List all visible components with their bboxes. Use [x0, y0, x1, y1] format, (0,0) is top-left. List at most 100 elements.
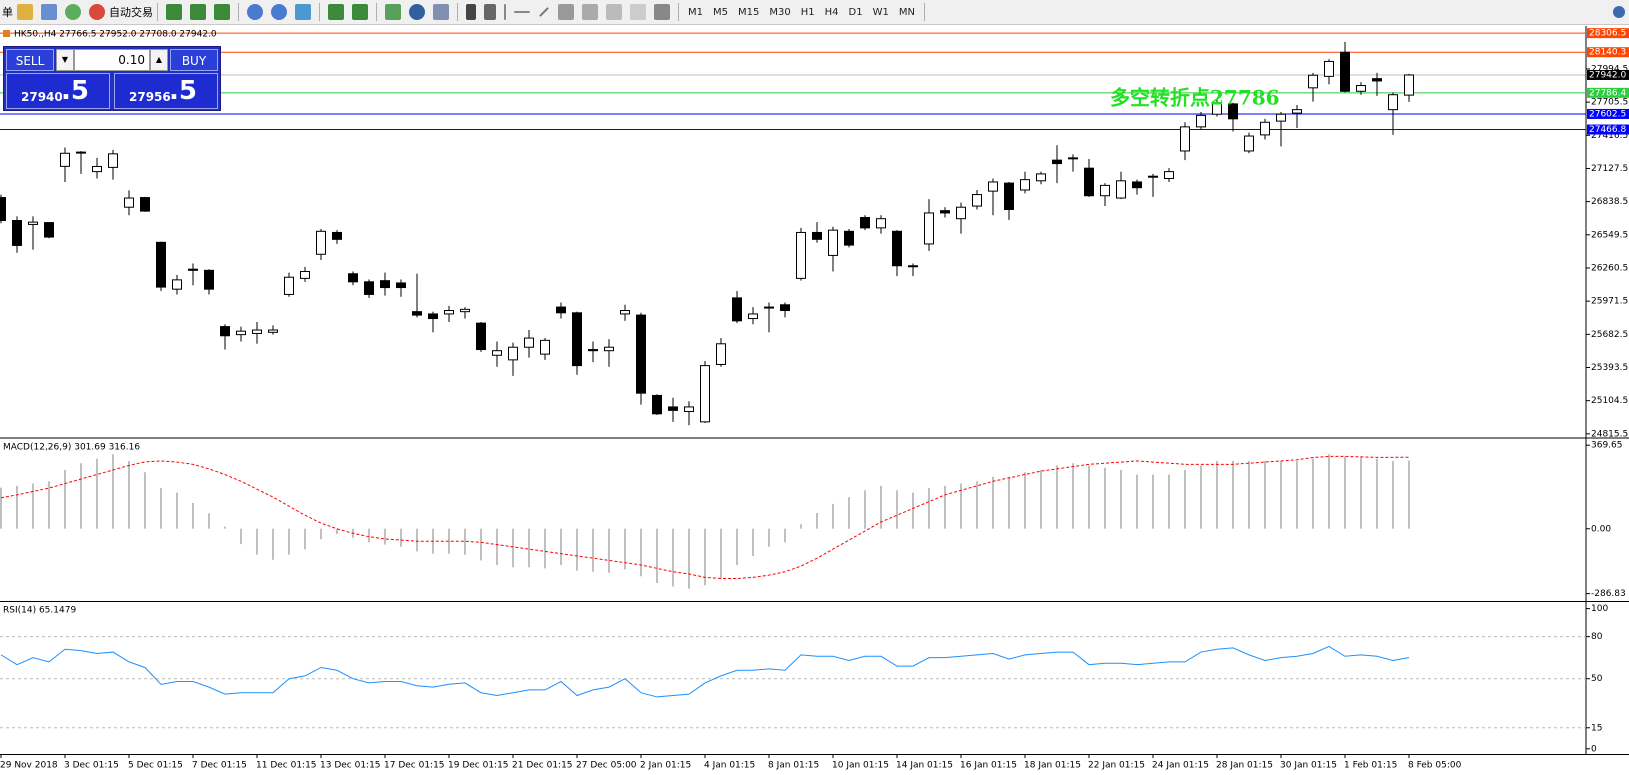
- icon[interactable]: [484, 4, 496, 20]
- icon[interactable]: [352, 4, 368, 20]
- icon[interactable]: [328, 4, 344, 20]
- candle-body: [252, 329, 262, 334]
- search-icon[interactable]: [1613, 6, 1625, 18]
- x-tick-label: 22 Jan 01:15: [1088, 761, 1145, 771]
- timeframe[interactable]: M1: [688, 6, 703, 18]
- macd-bar: [784, 528, 786, 543]
- candle-body: [1052, 159, 1062, 165]
- candle-body: [684, 406, 694, 413]
- lots-up[interactable]: ▲: [150, 49, 168, 71]
- macd-bar: [32, 483, 34, 529]
- macd-bar: [752, 528, 754, 556]
- icon[interactable]: [558, 4, 574, 20]
- icon[interactable]: [271, 4, 287, 20]
- macd-bar: [832, 503, 834, 529]
- icon[interactable]: [65, 4, 81, 20]
- macd-bar: [1344, 456, 1346, 529]
- macd-bar: [1088, 465, 1090, 529]
- candle-body: [1020, 179, 1030, 191]
- timeframe[interactable]: H1: [800, 6, 815, 18]
- icon[interactable]: [409, 4, 425, 20]
- price-point: .5: [169, 76, 197, 106]
- macd-bar: [544, 528, 546, 569]
- candle-body: [1260, 121, 1270, 136]
- candle-body: [476, 322, 486, 351]
- icon[interactable]: [466, 4, 476, 20]
- timeframe[interactable]: D1: [848, 6, 863, 18]
- icon[interactable]: [433, 4, 449, 20]
- macd-bar: [768, 528, 770, 547]
- lots-input[interactable]: 0.10: [74, 49, 150, 71]
- macd-bar: [1232, 460, 1234, 529]
- icon[interactable]: [606, 4, 622, 20]
- macd-bar: [944, 485, 946, 529]
- icon[interactable]: [514, 11, 530, 13]
- macd-bar: [320, 528, 322, 540]
- candle-body: [1100, 184, 1110, 197]
- y-tick-label: 25393.5: [1591, 363, 1628, 373]
- candle-body: [1132, 181, 1142, 189]
- y-tick-label: 27127.5: [1591, 164, 1628, 174]
- icon[interactable]: [654, 4, 670, 20]
- candle-body: [1276, 113, 1286, 122]
- macd-bar: [416, 528, 418, 552]
- icon[interactable]: [295, 4, 311, 20]
- candle-body: [76, 151, 86, 154]
- icon[interactable]: [630, 4, 646, 20]
- y-tick-label: 15: [1591, 723, 1602, 733]
- icon[interactable]: [190, 4, 206, 20]
- macd-bar: [880, 485, 882, 529]
- timeframe[interactable]: MN: [898, 6, 915, 18]
- icon[interactable]: [89, 4, 105, 20]
- x-tick-label: 8 Jan 01:15: [768, 761, 819, 771]
- timeframe[interactable]: H4: [824, 6, 839, 18]
- candle-body: [300, 270, 310, 279]
- level-label-bg: [1587, 69, 1629, 80]
- y-tick-label: 24815.5: [1591, 429, 1628, 439]
- macd-bar: [240, 528, 242, 545]
- candle-body: [12, 220, 22, 246]
- candle-body: [188, 268, 198, 271]
- icon[interactable]: [17, 4, 33, 20]
- candle-body: [844, 230, 854, 246]
- candle-body: [892, 230, 902, 267]
- toolbar: 单 自动交易 M1 M5 M15 M30 H1 H4 D1 W1 MN: [0, 0, 1629, 25]
- timeframe[interactable]: M15: [738, 6, 760, 18]
- sell-price[interactable]: 27940 .5: [6, 73, 110, 109]
- x-tick-label: 10 Jan 01:15: [832, 761, 889, 771]
- macd-bar: [1024, 472, 1026, 529]
- timeframes: M1 M5 M15 M30 H1 H4 D1 W1 MN: [683, 7, 920, 18]
- macd-bar: [160, 488, 162, 529]
- timeframe[interactable]: M5: [713, 6, 728, 18]
- level-label-bg: [1587, 124, 1629, 135]
- level-label: 27466.8: [1589, 125, 1626, 135]
- lots-down[interactable]: ▼: [56, 49, 74, 71]
- candle-body: [380, 280, 390, 289]
- candle-body: [1292, 109, 1302, 114]
- buy-button[interactable]: BUY: [170, 49, 218, 71]
- icon[interactable]: [385, 4, 401, 20]
- sell-button[interactable]: SELL: [6, 49, 54, 71]
- macd-bar: [112, 454, 114, 529]
- icon[interactable]: [41, 4, 57, 20]
- candle-body: [732, 297, 742, 322]
- icon[interactable]: [166, 4, 182, 20]
- auto-trading[interactable]: 自动交易: [109, 6, 153, 19]
- icon[interactable]: [247, 4, 263, 20]
- candle-body: [940, 210, 950, 214]
- menu[interactable]: 单: [2, 6, 13, 19]
- timeframe[interactable]: M30: [769, 6, 791, 18]
- icon[interactable]: [214, 4, 230, 20]
- macd-bar: [1120, 469, 1122, 529]
- price-point: .5: [61, 76, 89, 106]
- x-tick-label: 14 Jan 01:15: [896, 761, 953, 771]
- timeframe[interactable]: W1: [872, 6, 889, 18]
- candle-body: [1148, 175, 1158, 178]
- y-tick-label: 25682.5: [1591, 330, 1628, 340]
- icon[interactable]: [504, 4, 506, 20]
- candle-body: [860, 217, 870, 229]
- buy-price[interactable]: 27956 .5: [114, 73, 218, 109]
- macd-bar: [800, 524, 802, 529]
- icon[interactable]: [582, 4, 598, 20]
- rsi-line: [0, 645, 1410, 698]
